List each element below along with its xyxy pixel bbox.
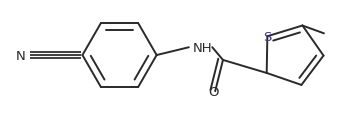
Text: S: S bbox=[263, 30, 272, 43]
Text: O: O bbox=[208, 85, 218, 98]
Text: NH: NH bbox=[193, 41, 212, 54]
Text: N: N bbox=[16, 49, 26, 62]
